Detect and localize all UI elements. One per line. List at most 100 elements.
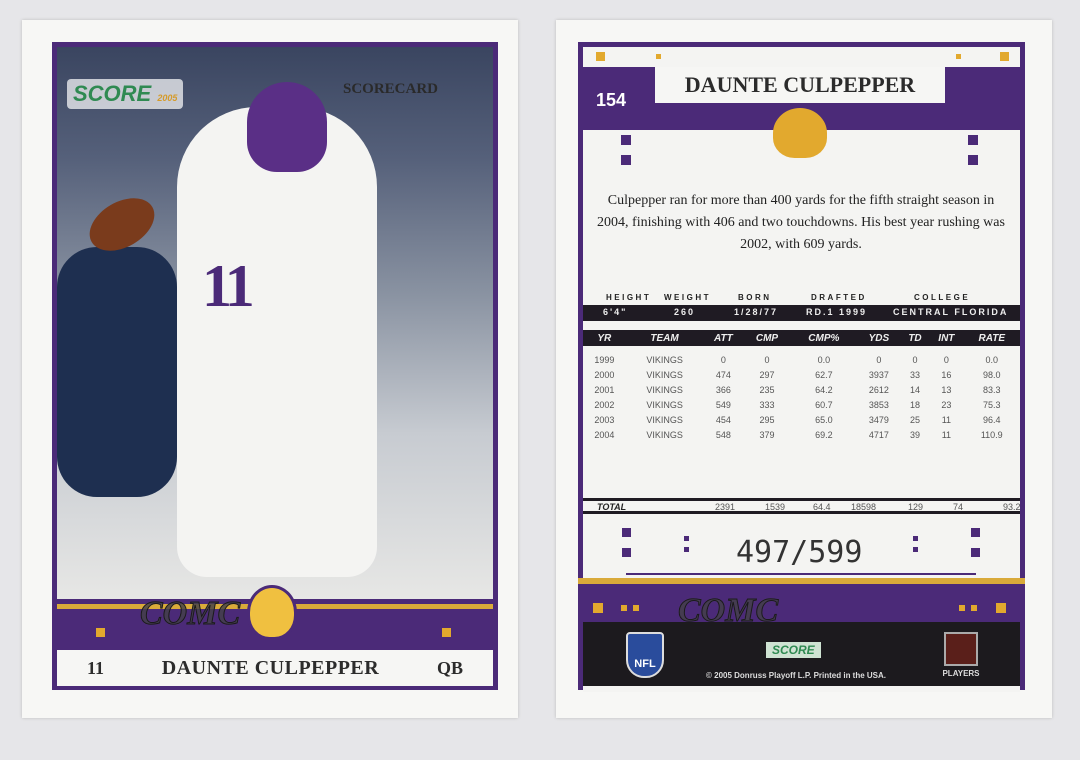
players-inc-logo-icon: PLAYERS xyxy=(941,632,981,678)
stats-cell: 16 xyxy=(941,369,952,380)
decorative-square xyxy=(596,52,605,61)
name-plate: 11 DAUNTE CULPEPPER QB xyxy=(57,650,493,686)
helmet xyxy=(247,82,327,172)
stats-cell: 110.9 xyxy=(980,429,1003,440)
stats-cell: 11 xyxy=(941,429,952,440)
stats-cell: 295 xyxy=(759,414,775,425)
header-strip xyxy=(583,47,1020,67)
stats-cell: 23 xyxy=(941,399,952,410)
info-label: DRAFTED xyxy=(811,293,867,302)
stats-cell: 3479 xyxy=(868,414,889,425)
stats-cell: 2002 xyxy=(594,399,615,410)
info-label: BORN xyxy=(738,293,772,302)
info-label: COLLEGE xyxy=(914,293,971,302)
stats-cell: 379 xyxy=(759,429,775,440)
decorative-square xyxy=(96,628,105,637)
player-bio: Culpepper ran for more than 400 yards fo… xyxy=(597,193,1005,252)
stats-cell: 4717 xyxy=(868,429,889,440)
card-number: 154 xyxy=(596,90,627,110)
decorative-square xyxy=(684,536,689,541)
decorative-square xyxy=(971,528,980,537)
stats-cell: 549 xyxy=(715,399,731,410)
copyright: © 2005 Donruss Playoff L.P. Printed in t… xyxy=(706,671,887,680)
jersey-number: 11 xyxy=(202,253,255,319)
decorative-square xyxy=(971,548,980,557)
stats-cell: 3937 xyxy=(868,369,889,380)
total-cell: 18598 xyxy=(851,502,877,512)
card-back: 154 DAUNTE CULPEPPER Culpepper ran for m… xyxy=(556,20,1052,718)
total-cell: 1539 xyxy=(765,502,786,512)
stats-cell: 2004 xyxy=(594,429,615,440)
total-cell: 93.2 xyxy=(1003,502,1021,512)
player-photo: 11 SCORE 2005 SCORECARD xyxy=(57,47,493,599)
decorative-square xyxy=(684,547,689,552)
stats-header: INT xyxy=(929,330,964,346)
stats-cell: 60.7 xyxy=(815,399,833,410)
info-label: HEIGHT xyxy=(606,293,652,302)
brand-text: SCORE xyxy=(73,81,152,106)
defender-figure xyxy=(57,247,177,497)
stats-cell: 235 xyxy=(759,384,775,395)
stats-header: TEAM xyxy=(625,330,704,346)
player-name: DAUNTE CULPEPPER xyxy=(684,72,916,97)
info-label: WEIGHT xyxy=(664,293,711,302)
watermark: COMC xyxy=(139,595,241,633)
decorative-square xyxy=(971,605,977,611)
decorative-square xyxy=(622,548,631,557)
stats-cell: 11 xyxy=(941,414,952,425)
info-value: 260 xyxy=(674,307,696,317)
stats-cell: 0 xyxy=(912,354,918,365)
total-cell: 64.4 xyxy=(813,502,831,512)
decorative-square xyxy=(442,628,451,637)
stats-row: 2002 VIKINGS 549 333 60.7 3853 18 23 75.3 xyxy=(583,397,1020,412)
stats-cell: 64.2 xyxy=(815,384,833,395)
info-value: CENTRAL FLORIDA xyxy=(893,307,1009,317)
decorative-square xyxy=(621,155,631,165)
stats-cell: 548 xyxy=(715,429,731,440)
stats-header: CMP xyxy=(743,330,791,346)
total-cell: 74 xyxy=(953,502,964,512)
stats-cell: VIKINGS xyxy=(646,414,683,425)
stats-cell: 69.2 xyxy=(815,429,833,440)
decorative-square xyxy=(656,54,661,59)
stats-cell: 18 xyxy=(909,399,920,410)
stats-table: YR TEAM ATT CMP CMP% YDS TD INT RATE 1999 VIKINGS… xyxy=(583,330,1020,442)
decorative-square xyxy=(959,605,965,611)
stats-cell: 0 xyxy=(764,354,770,365)
stats-cell: 0 xyxy=(876,354,882,365)
total-cell: 129 xyxy=(908,502,924,512)
stats-cell: 13 xyxy=(941,384,952,395)
decorative-square xyxy=(913,547,918,552)
info-value: 6'4" xyxy=(603,307,628,317)
decorative-square xyxy=(1000,52,1009,61)
total-cell: 2391 xyxy=(715,502,736,512)
stats-cell: VIKINGS xyxy=(646,399,683,410)
stats-cell: 0 xyxy=(943,354,949,365)
jersey-number-plate: 11 xyxy=(87,657,105,678)
stats-cell: 39 xyxy=(909,429,920,440)
card-front: 11 SCORE 2005 SCORECARD COMC 11 DAUNTE C… xyxy=(22,20,518,718)
stats-row: 2003 VIKINGS 454 295 65.0 3479 25 11 96.4 xyxy=(583,412,1020,427)
stats-cell: 2612 xyxy=(868,384,889,395)
decorative-square xyxy=(956,54,961,59)
decorative-square xyxy=(968,155,978,165)
stats-header: CMP% xyxy=(790,330,857,346)
stats-row: 2000 VIKINGS 474 297 62.7 3937 33 16 98.0 xyxy=(583,367,1020,382)
name-plate: DAUNTE CULPEPPER xyxy=(655,67,945,103)
vikings-logo-icon xyxy=(773,108,827,158)
decorative-square xyxy=(968,135,978,145)
stats-cell: 2003 xyxy=(594,414,615,425)
watermark: COMC xyxy=(677,592,779,630)
stats-cell: 333 xyxy=(759,399,775,410)
brand-year: 2005 xyxy=(157,93,178,103)
stats-cell: 83.3 xyxy=(982,384,1001,395)
decorative-square xyxy=(593,603,603,613)
stats-cell: 1999 xyxy=(594,354,615,365)
stats-cell: 98.0 xyxy=(982,369,1001,380)
stats-cell: 33 xyxy=(909,369,920,380)
stats-cell: 0 xyxy=(720,354,726,365)
stats-cell: 366 xyxy=(715,384,731,395)
stats-cell: 75.3 xyxy=(982,399,1001,410)
subset-label: SCORECARD xyxy=(343,81,439,97)
stats-cell: VIKINGS xyxy=(646,384,683,395)
